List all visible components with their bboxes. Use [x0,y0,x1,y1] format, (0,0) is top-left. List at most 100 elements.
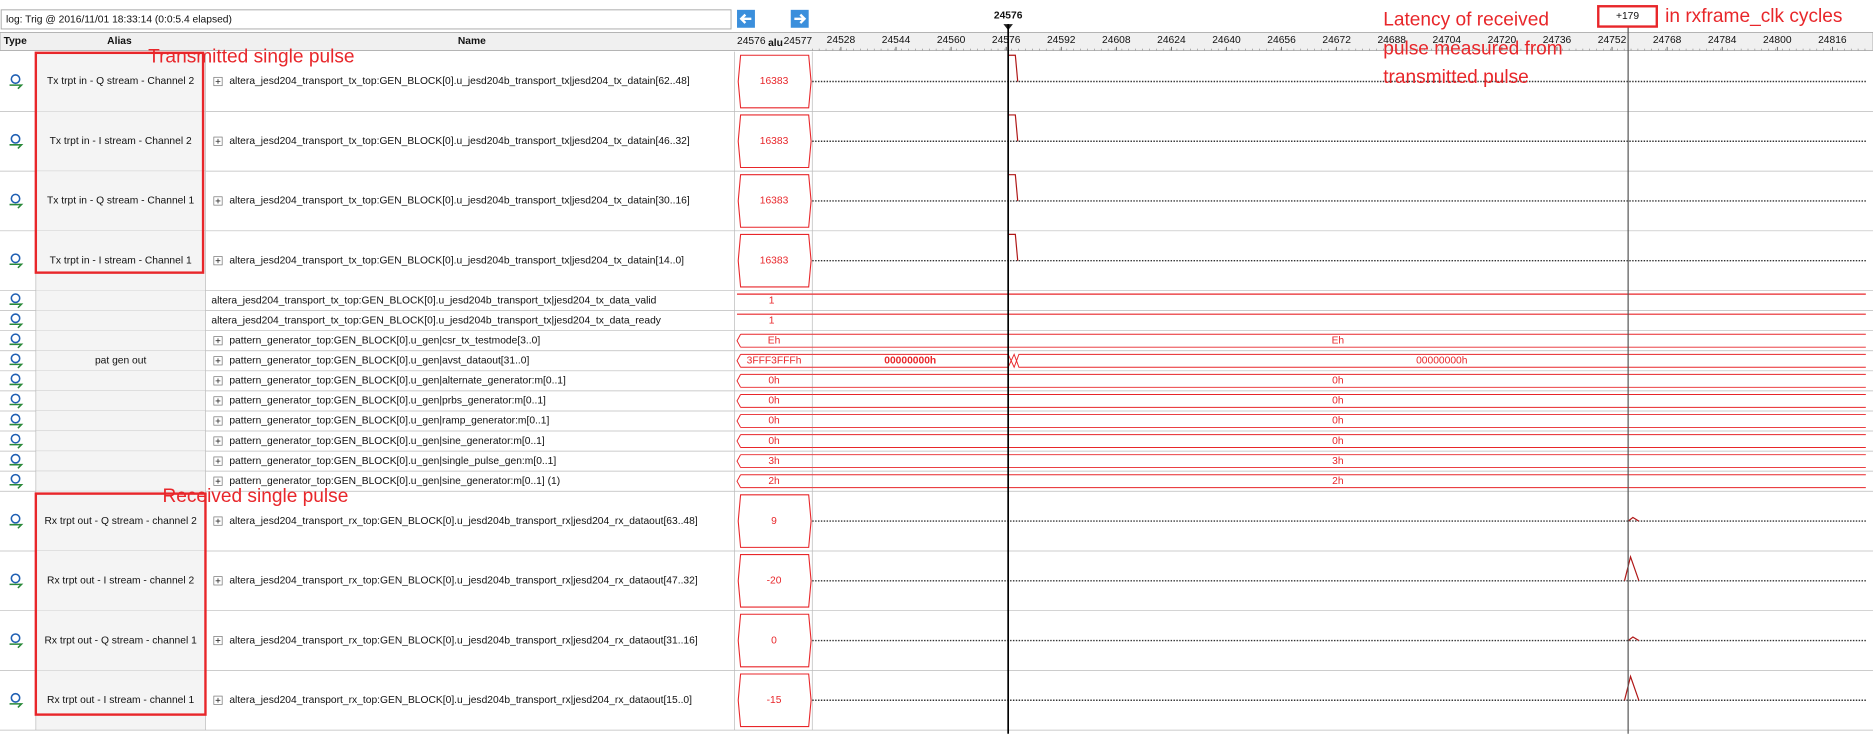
type-icon [9,484,24,489]
type-icon [10,193,21,204]
timeline-tick: 24576 [992,35,1021,46]
signal-name: pattern_generator_top:GEN_BLOCK[0].u_gen… [229,396,546,407]
signal-row: Tx trpt in - Q stream - Channel 2 altera_… [0,51,1873,112]
bus-value: 00000000h [1416,356,1468,367]
alias: Rx trpt out - Q stream - channel 1 [44,635,197,646]
log-box [0,9,732,30]
value-box [737,494,812,548]
cursor-label: 24576 [994,11,1023,22]
bus-value: 0h [1332,416,1344,427]
waveform-bus [812,393,1866,408]
signal-name: pattern_generator_top:GEN_BLOCK[0].u_gen… [229,335,540,346]
pulse [1623,554,1640,582]
signal-name: altera_jesd204_transport_rx_top:GEN_BLOC… [229,695,692,706]
signal-row: Tx trpt in - Q stream - Channel 1 altera_… [0,171,1873,232]
timeline-tick: 24720 [1488,35,1517,46]
signal-row: Rx trpt out - Q stream - channel 2 altera… [0,491,1873,552]
type-icon [10,253,21,264]
alias: Rx trpt out - Q stream - channel 2 [44,516,197,527]
alias-cell [35,230,206,291]
prev-arrow [739,13,752,24]
latency-note: pulse measured from [1383,38,1562,59]
signal-value: 9 [771,516,777,527]
signal-row: pattern_generator_top:GEN_BLOCK[0].u_gen… [0,390,1873,412]
latency-note: transmitted pulse [1383,67,1529,88]
signal-value: 16383 [760,196,789,207]
value-bus [736,414,813,428]
timeline-tick: 24736 [1543,35,1572,46]
signal-value: 1 [769,315,775,326]
type-icon [10,74,21,85]
alias-cell [35,471,206,492]
type-icon [10,293,21,304]
timeline-tick: 24528 [827,35,856,46]
signal-name: altera_jesd204_transport_rx_top:GEN_BLOC… [229,635,697,646]
expand-plus [215,198,221,204]
value-box [737,233,812,288]
type-icon [10,353,21,364]
type-icon [9,323,24,329]
expand-plus [215,638,221,643]
signal-row: Rx trpt out - Q stream - channel 1 altera… [0,610,1873,671]
rx-highlight [34,492,207,716]
type-icon [10,473,21,484]
expand-plus [215,358,221,364]
signal-name: pattern_generator_top:GEN_BLOCK[0].u_gen… [229,416,549,427]
timeline-tick: 24768 [1653,35,1682,46]
expand-plus [215,338,221,344]
bus-value: 0h [1332,396,1344,407]
signal-name: altera_jesd204_transport_tx_top:GEN_BLOC… [211,315,661,326]
signal-row: pattern_generator_top:GEN_BLOCK[0].u_gen… [0,330,1873,352]
timeline-tick: 24624 [1157,35,1186,46]
timeline-tick: 24672 [1322,35,1351,46]
signal-value: 16383 [760,136,789,147]
expand-plus [215,697,221,703]
signal-value: Eh [768,335,781,346]
timeline-tick: 24816 [1818,35,1847,46]
signal-row: altera_jesd204_transport_tx_top:GEN_BLOC… [0,290,1873,311]
latency-note: Latency of received [1383,10,1549,31]
signal-name: altera_jesd204_transport_tx_top:GEN_BLOC… [229,76,690,87]
value-bus [736,333,813,348]
type-icon [9,583,24,589]
signal-row: pattern_generator_top:GEN_BLOCK[0].u_gen… [0,370,1873,392]
value-bus [736,434,813,448]
alias-cell [35,51,206,112]
type-icon [9,523,24,529]
signal-name: pattern_generator_top:GEN_BLOCK[0].u_gen… [229,376,566,387]
latency-box [1597,5,1658,28]
type-icon [9,84,24,90]
expand-plus [215,378,221,384]
bus-value: Eh [1332,335,1345,346]
value-bus [736,393,813,408]
type-icon [10,333,21,344]
type-icon [10,373,21,384]
value-start-header: 24576 [737,36,766,47]
alias-cell [35,451,206,472]
timeline-tick: 24592 [1047,35,1076,46]
type-icon [9,343,24,349]
pulse [1627,516,1640,522]
bus-value: 0h [1332,376,1344,387]
signal-row: pattern_generator_top:GEN_BLOCK[0].u_gen… [0,431,1873,452]
signal-row: altera_jesd204_transport_tx_top:GEN_BLOC… [0,310,1873,332]
alias: pat gen out [95,356,147,367]
pulse [1623,674,1640,701]
signal-name: pattern_generator_top:GEN_BLOCK[0].u_gen… [229,356,529,367]
signal-value: 16383 [760,76,789,87]
signal-value: 0h [768,396,780,407]
bus-value: 0h [1332,436,1344,447]
expand-plus [215,458,221,464]
alias-cell [35,410,206,432]
alias-cell [35,550,206,611]
timeline-tick: 24752 [1598,35,1627,46]
signal-value: 0 [771,635,777,646]
alias: Tx trpt in - Q stream - Channel 1 [47,196,194,207]
value-box [737,54,812,109]
alias-header: Alias [107,36,132,47]
type-icon [10,413,21,424]
alias: Tx trpt in - Q stream - Channel 2 [47,76,194,87]
type-icon [10,433,21,444]
expand-plus [215,478,221,484]
